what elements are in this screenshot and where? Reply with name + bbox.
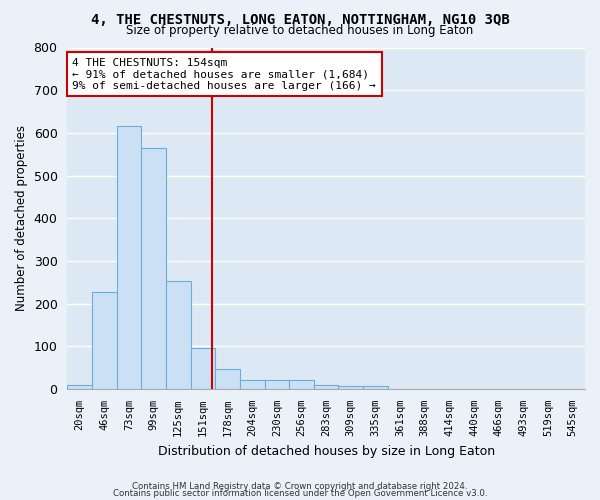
Text: 4, THE CHESTNUTS, LONG EATON, NOTTINGHAM, NG10 3QB: 4, THE CHESTNUTS, LONG EATON, NOTTINGHAM…: [91, 12, 509, 26]
Y-axis label: Number of detached properties: Number of detached properties: [15, 125, 28, 311]
X-axis label: Distribution of detached houses by size in Long Eaton: Distribution of detached houses by size …: [158, 444, 495, 458]
Bar: [141, 148, 166, 389]
Bar: [116, 126, 141, 389]
Text: Contains HM Land Registry data © Crown copyright and database right 2024.: Contains HM Land Registry data © Crown c…: [132, 482, 468, 491]
Bar: [92, 292, 116, 389]
Bar: [166, 281, 191, 389]
Text: Contains public sector information licensed under the Open Government Licence v3: Contains public sector information licen…: [113, 490, 487, 498]
Bar: [314, 384, 338, 389]
Bar: [265, 380, 289, 389]
Bar: [289, 380, 314, 389]
Bar: [363, 386, 388, 389]
Bar: [67, 384, 92, 389]
Text: 4 THE CHESTNUTS: 154sqm
← 91% of detached houses are smaller (1,684)
9% of semi-: 4 THE CHESTNUTS: 154sqm ← 91% of detache…: [73, 58, 376, 91]
Bar: [191, 348, 215, 389]
Text: Size of property relative to detached houses in Long Eaton: Size of property relative to detached ho…: [127, 24, 473, 37]
Bar: [338, 386, 363, 389]
Bar: [240, 380, 265, 389]
Bar: [215, 369, 240, 389]
